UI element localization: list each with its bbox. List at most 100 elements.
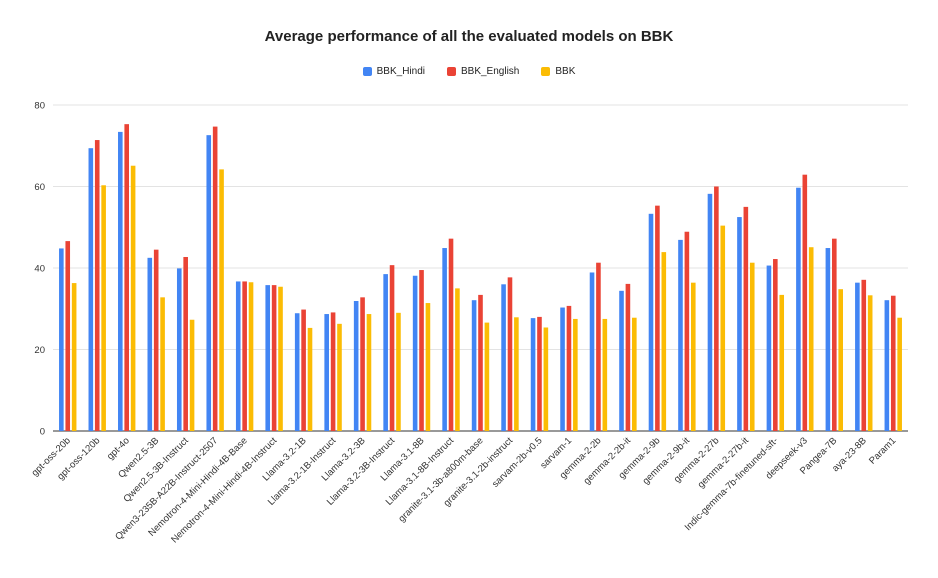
bar-bbk-granite-3-1-2b-instruct — [514, 317, 519, 431]
y-tick-label: 60 — [34, 182, 45, 193]
legend: BBK_Hindi BBK_English BBK — [0, 66, 938, 77]
bar-bbk-english-gemma-2-9b-it — [684, 231, 690, 431]
bar-bbk-hindi-gemma-2-9b-it — [678, 239, 683, 431]
bar-bbk-llama-3-2-3b — [366, 314, 372, 431]
bar-bbk-qwen2-5-3b — [160, 297, 165, 431]
bar-bbk-english-llama-3-2-1b-instruct — [330, 312, 336, 431]
bar-bbk-hindi-nemotron-4-mini-hindi-4b-base — [235, 281, 241, 431]
bar-bbk-hindi-sarvam-1 — [560, 307, 565, 431]
y-tick-label: 0 — [40, 427, 45, 438]
bar-bbk-hindi-qwen2-5-3b-instruct — [176, 268, 182, 431]
bar-bbk-english-llama-3-2-3b-instruct — [389, 265, 395, 431]
bar-bbk-english-gpt-oss-120b — [94, 140, 100, 432]
bar-bbk-hindi-llama-3-2-3b-instruct — [383, 274, 388, 431]
bar-bbk-hindi-gpt-4o — [118, 131, 123, 431]
bar-bbk-english-sarvam-1 — [566, 305, 572, 431]
bar-bbk-english-llama-3-2-1b — [301, 309, 306, 431]
bar-bbk-english-gemma-2-2b-it — [625, 283, 631, 431]
bar-bbk-llama-3-1-8b-instruct — [455, 288, 460, 431]
bar-bbk-hindi-granite-3-1-3b-a800m-base — [471, 300, 477, 431]
bar-bbk-english-llama-3-1-8b — [419, 270, 424, 431]
bar-bbk-hindi-param1 — [884, 300, 890, 431]
chart-title: Average performance of all the evaluated… — [264, 28, 674, 45]
bar-bbk-english-pangea-7b — [831, 238, 837, 431]
bar-bbk-pangea-7b — [838, 289, 843, 431]
bar-bbk-english-gemma-2-2b — [596, 262, 601, 431]
bar-bbk-gemma-2-27b — [720, 225, 726, 431]
bar-bbk-hindi-gemma-2-9b — [648, 213, 654, 431]
bar-bbk-hindi-gpt-oss-120b — [88, 148, 94, 431]
legend-item-bbk: BBK — [541, 66, 575, 77]
bar-bbk-gemma-2-27b-it — [749, 262, 755, 431]
bar-bbk-gemma-2-2b — [602, 318, 608, 431]
bar-bbk-gemma-2-2b-it — [632, 317, 637, 431]
bar-bbk-gpt-oss-120b — [101, 185, 106, 431]
bar-bbk-llama-3-2-1b-instruct — [337, 323, 342, 431]
bar-bbk-hindi-nemotron-4-mini-hindi-4b-instruct — [265, 285, 271, 431]
legend-swatch-bbk-hindi — [362, 67, 372, 76]
legend-label-bbk-hindi: BBK_Hindi — [376, 66, 425, 77]
bar-bbk-hindi-deepseek-v3 — [796, 187, 801, 431]
bar-bbk-hindi-qwen2-5-3b — [147, 257, 153, 431]
y-tick-label: 80 — [34, 101, 45, 112]
bar-bbk-hindi-sarvam-2b-v0-5 — [530, 318, 536, 431]
bar-bbk-english-granite-3-1-2b-instruct — [507, 277, 513, 431]
bar-bbk-english-llama-3-1-8b-instruct — [448, 238, 454, 431]
y-tick-label: 20 — [34, 345, 45, 356]
x-tick-label-gemma-2-27b-it: gemma-2-27b-it — [696, 435, 751, 490]
bar-bbk-hindi-indic-gemma-7b-finetuned-sft — [766, 265, 772, 431]
legend-swatch-bbk-english — [446, 67, 456, 76]
bar-bbk-hindi-granite-3-1-2b-instruct — [501, 284, 506, 431]
bar-bbk-hindi-qwen3-235b-a22b-instruct-2507 — [206, 135, 212, 431]
bar-bbk-english-gemma-2-27b — [714, 186, 719, 431]
bar-bbk-hindi-llama-3-1-8b — [412, 275, 418, 431]
legend-item-bbk-hindi: BBK_Hindi — [362, 66, 425, 77]
bar-bbk-english-aya-23-8b — [861, 279, 867, 431]
bar-bbk-english-deepseek-v3 — [802, 174, 808, 431]
bar-bbk-english-indic-gemma-7b-finetuned-sft — [773, 259, 778, 431]
bar-bbk-indic-gemma-7b-finetuned-sft — [779, 294, 785, 431]
bar-bbk-english-gpt-oss-20b — [65, 241, 71, 431]
bar-bbk-qwen3-235b-a22b-instruct-2507 — [219, 169, 224, 431]
bar-bbk-granite-3-1-3b-a800m-base — [484, 322, 490, 431]
bar-bbk-english-sarvam-2b-v0-5 — [537, 316, 542, 431]
bar-bbk-english-gpt-4o — [124, 124, 130, 431]
bar-bbk-hindi-llama-3-2-1b-instruct — [324, 314, 329, 431]
bar-bbk-english-nemotron-4-mini-hindi-4b-instruct — [271, 285, 277, 431]
bar-bbk-hindi-llama-3-2-3b — [353, 301, 359, 431]
bar-bbk-hindi-aya-23-8b — [855, 282, 860, 431]
legend-label-bbk: BBK — [555, 66, 576, 77]
bar-bbk-llama-3-2-1b — [307, 327, 313, 431]
bar-bbk-gpt-4o — [130, 165, 136, 431]
bar-bbk-llama-3-1-8b — [425, 303, 431, 431]
y-tick-label: 40 — [34, 264, 45, 275]
legend-label-bbk-english: BBK_English — [460, 66, 520, 77]
bar-bbk-english-qwen2-5-3b — [153, 249, 159, 431]
bar-bbk-english-llama-3-2-3b — [360, 297, 365, 431]
bar-bbk-deepseek-v3 — [808, 247, 814, 431]
bar-bbk-english-qwen3-235b-a22b-instruct-2507 — [212, 126, 218, 431]
bar-bbk-gemma-2-9b-it — [690, 282, 696, 431]
bar-bbk-english-gemma-2-27b-it — [743, 206, 749, 431]
bar-bbk-sarvam-1 — [573, 318, 578, 431]
bar-bbk-sarvam-2b-v0-5 — [543, 327, 549, 431]
x-tick-label-param1: Param1 — [867, 435, 898, 466]
bar-bbk-nemotron-4-mini-hindi-4b-base — [248, 282, 254, 431]
bar-bbk-llama-3-2-3b-instruct — [396, 312, 401, 431]
bar-bbk-qwen2-5-3b-instruct — [189, 319, 195, 431]
bar-bbk-param1 — [897, 317, 902, 431]
bar-bbk-hindi-gemma-2-2b — [589, 272, 595, 431]
bar-bbk-english-granite-3-1-3b-a800m-base — [478, 294, 483, 431]
legend-item-bbk-english: BBK_English — [446, 66, 520, 77]
bar-bbk-hindi-gemma-2-27b-it — [737, 217, 742, 431]
bar-bbk-hindi-gemma-2-27b — [707, 193, 713, 431]
bar-bbk-english-nemotron-4-mini-hindi-4b-base — [242, 281, 247, 431]
bar-bbk-aya-23-8b — [867, 295, 873, 431]
bar-bbk-gemma-2-9b — [661, 252, 667, 431]
bar-bbk-nemotron-4-mini-hindi-4b-instruct — [278, 286, 283, 431]
bar-bbk-hindi-llama-3-2-1b — [294, 313, 300, 431]
bar-bbk-english-gemma-2-9b — [655, 205, 660, 431]
x-tick-label-gpt-4o: gpt-4o — [105, 435, 132, 462]
bar-bbk-hindi-llama-3-1-8b-instruct — [442, 248, 447, 431]
